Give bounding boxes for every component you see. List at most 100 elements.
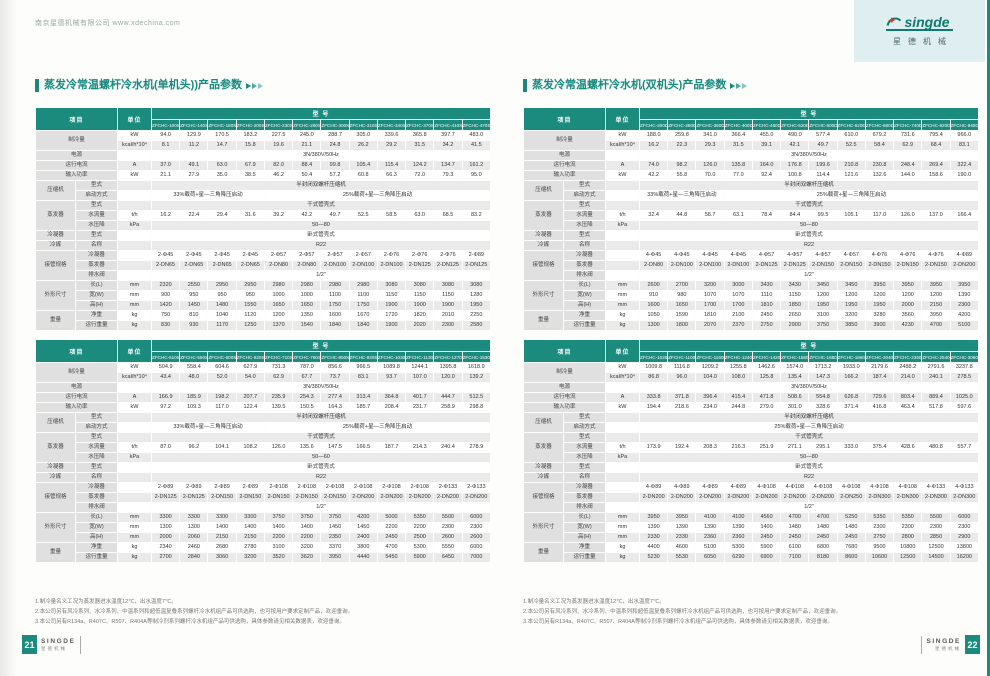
- table-cell: 2300: [433, 522, 463, 533]
- table-cell: 1300: [179, 522, 209, 533]
- row-unit: kg: [117, 310, 153, 321]
- table-cell: 2-Φ57: [263, 250, 294, 261]
- table-cell: 1390: [639, 522, 669, 533]
- table-cell: 188.0: [639, 130, 669, 141]
- table-cell: 60.8: [348, 170, 378, 181]
- table-row: 高(H) mm 1600 1650 1700 1700 1810 1850 1950 1950 19…: [524, 300, 980, 311]
- table-row: 重量 净重 kg 750 810 1040 1120 1200 1350 1600 1670 1720…: [35, 310, 492, 331]
- table-cell: 1900: [376, 320, 407, 331]
- table-span-cell: 25%载荷+星—三角降压启动: [263, 190, 492, 201]
- model-name: ZFCHC-1270S: [433, 351, 463, 363]
- table-cell: 3950: [949, 280, 980, 291]
- table-cell: 210.8: [836, 160, 866, 171]
- table-cell: 198.2: [207, 392, 237, 403]
- row-sub-label: 型式: [74, 462, 119, 473]
- table-cell: 83.2: [461, 210, 492, 221]
- table-cell: 104.0: [695, 372, 725, 383]
- model-name: ZFCHC-2040D: [864, 351, 895, 363]
- table-cell: 1400: [751, 522, 782, 533]
- table-cell: 135.8: [723, 160, 753, 171]
- row-group-label: 电源: [34, 150, 119, 161]
- row-unit: mm: [605, 290, 641, 301]
- note-line: 3.本公司另有R134a、R407C、R507、R404A等制冷剂系列螺杆冷水机…: [523, 619, 833, 626]
- row-unit: kW: [605, 402, 641, 413]
- table-cell: 62.9: [893, 140, 923, 151]
- table-cell: 5000: [376, 512, 407, 523]
- left-section-title: 蒸发冷常温螺杆冷水机(单机头))产品参数: [35, 79, 263, 92]
- model-name: ZFCHC-3060D: [949, 351, 980, 363]
- table-cell: 10600: [864, 552, 895, 563]
- table-cell: 216.3: [723, 442, 753, 453]
- table-row: 输入功率 kW 97.2 109.3 117.0 122.4 139.5 150.5 164.3…: [34, 402, 492, 413]
- row-sub-label: 蒸发器: [74, 492, 119, 503]
- table-cell: 1070: [723, 290, 753, 301]
- model-name: ZFCHC-820D: [921, 119, 951, 131]
- row-unit: mm: [605, 532, 641, 543]
- table-row: 重量 净重 kg 1050 1590 1810 2100 2450 2650 3100 3200 32…: [523, 310, 980, 331]
- model-name: ZFCHC-930S: [348, 351, 378, 363]
- table-span-cell: 1/2": [639, 502, 979, 513]
- table-cell: 2330: [639, 532, 669, 543]
- table-row: 宽(W) mm 1390 1390 1390 1390 1400 1480 1480 1480 23…: [524, 522, 980, 533]
- page-number-right: 22: [965, 635, 980, 654]
- row-unit: [605, 462, 641, 473]
- table-cell: 258.9: [433, 402, 463, 413]
- table-cell: 856.6: [320, 362, 350, 373]
- table-row: 水压降 kPa 50—60: [36, 452, 491, 463]
- table-cell: 3950: [864, 280, 895, 291]
- table-span-cell: 干式管壳式: [639, 432, 979, 443]
- table-cell: 6000: [949, 512, 980, 523]
- table-cell: 2-DN100: [320, 260, 350, 271]
- table-cell: 365.8: [405, 130, 435, 141]
- table-cell: 4-Φ45: [695, 250, 725, 261]
- model-name: ZFCHC-470S: [461, 119, 492, 131]
- table-cell: 2-Φ57: [320, 250, 350, 261]
- table-cell: 6100: [780, 542, 810, 553]
- table-cell: 3100: [263, 542, 294, 553]
- model-name: ZFCHC-1160D: [695, 351, 725, 363]
- table-cell: 105.4: [348, 160, 378, 171]
- table-cell: 1150: [376, 290, 407, 301]
- note-line: 1.制冷量名义工况为蒸发器进水温度12℃，出水温度7℃。: [523, 599, 665, 605]
- table-cell: 234.0: [695, 402, 725, 413]
- table-cell: 3200: [235, 552, 265, 563]
- table-row: 输入功率 kW 42.2 55.8 70.0 77.0 92.4 100.8 114.4 121.…: [522, 170, 980, 181]
- table-cell: 1200: [864, 290, 895, 301]
- row-group-label: 电源: [522, 382, 607, 393]
- row-sub-label: 型式: [562, 432, 607, 443]
- table-cell: 810: [179, 310, 209, 321]
- table-cell: 4-Φ76: [864, 250, 895, 261]
- row-sub-label: 启动方式: [562, 190, 607, 201]
- table-cell: 11.2: [179, 140, 209, 151]
- table-row: 蒸发器 2-DN65 2-DN65 2-DN65 2-DN65 2-DN80 2-DN80 2…: [36, 260, 492, 271]
- row-group-label: 电源: [34, 382, 119, 393]
- row-unit: t/h: [117, 210, 153, 221]
- row-sub-label: 水流量: [562, 210, 607, 221]
- table-cell: 1400: [292, 522, 322, 533]
- table-cell: 29.2: [376, 140, 407, 151]
- table-cell: 2370: [723, 320, 753, 331]
- row-unit: [117, 482, 153, 493]
- table-cell: 10800: [893, 542, 923, 553]
- table-cell: 8600: [836, 552, 866, 563]
- table-cell: 27.9: [179, 170, 209, 181]
- table-cell: 108.0: [723, 372, 753, 383]
- table-cell: 214.3: [405, 442, 435, 453]
- table-cell: 1050: [639, 310, 669, 321]
- table-span-cell: 25%载荷+星—三角降压启动: [639, 422, 979, 433]
- table-cell: 2900: [949, 532, 980, 543]
- row-sub-label: 排水阀: [74, 270, 119, 281]
- table-cell: 4-Φ89: [695, 482, 725, 493]
- table-span-cell: 33%载荷+星—三角降压启动: [639, 190, 725, 201]
- table-cell: 2750: [864, 532, 895, 543]
- table-cell: 166.2: [836, 372, 866, 383]
- table-span-cell: R22: [151, 472, 491, 483]
- table-cell: 3900: [864, 320, 895, 331]
- model-name: ZFCHC-1030S: [376, 351, 407, 363]
- table-cell: 2-DN80: [292, 260, 322, 271]
- table-cell: 3800: [348, 542, 378, 553]
- table-cell: 375.4: [864, 442, 895, 453]
- table-cell: 49.7: [320, 210, 350, 221]
- table-cell: 966.0: [949, 130, 980, 141]
- note-line: 2.本公司另有风冷系列、水冷系列、中温系列和超低温复叠系列螺杆冷水机组产品可供选…: [35, 609, 354, 616]
